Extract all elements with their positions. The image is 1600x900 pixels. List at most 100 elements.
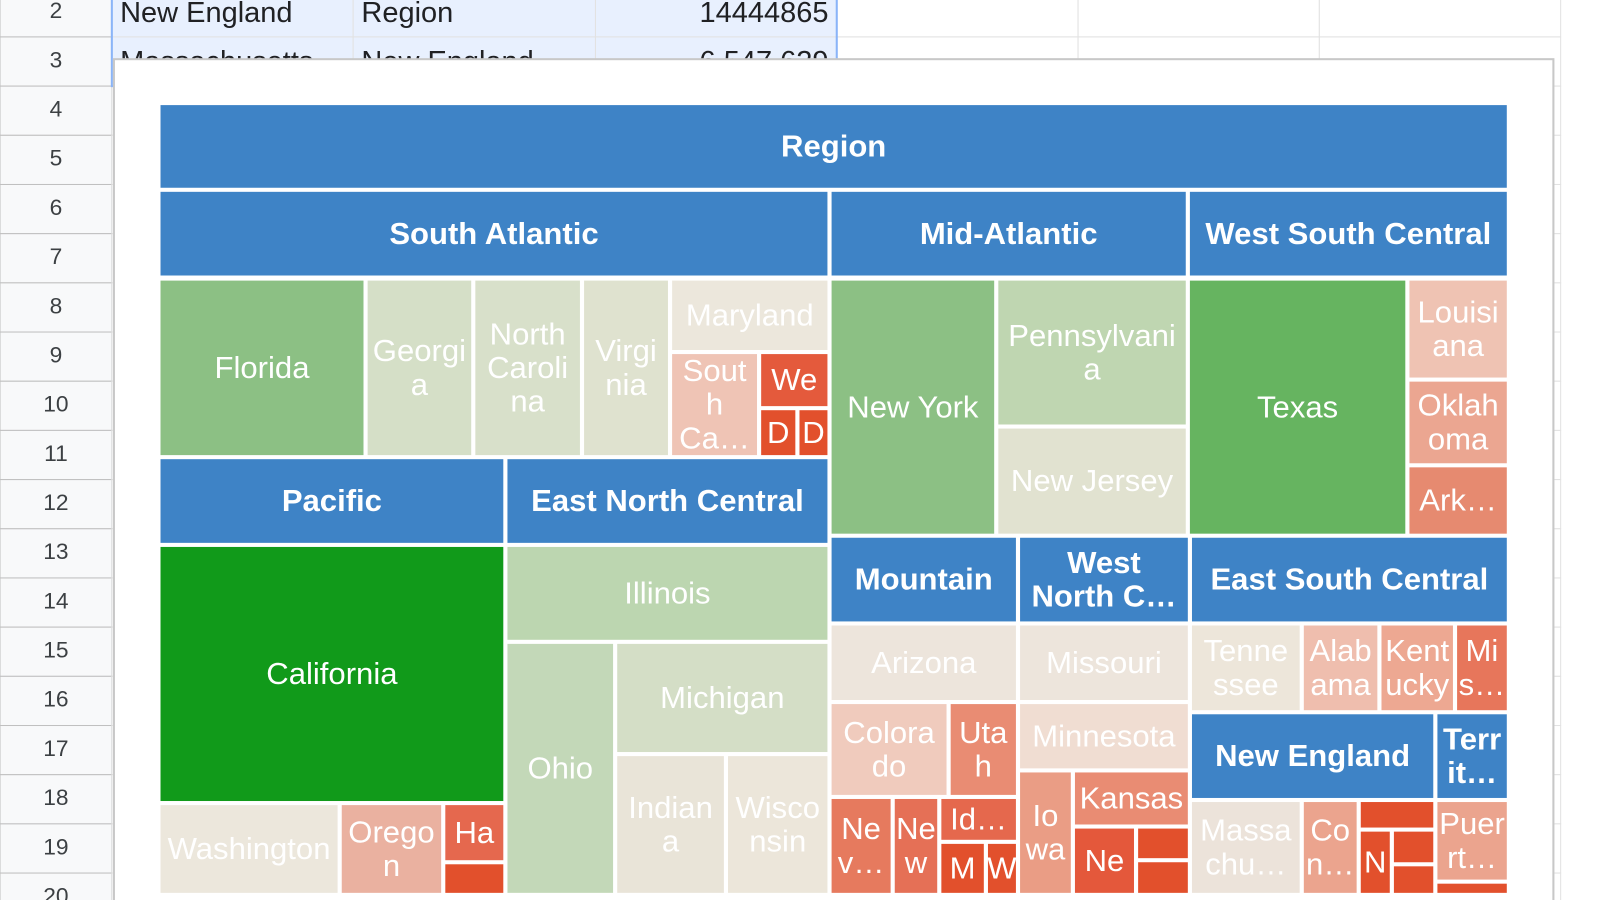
tile <box>617 756 724 893</box>
tile-label: Io <box>1032 798 1058 833</box>
tile <box>1191 802 1300 893</box>
row-header <box>0 429 113 481</box>
tile-label: New Jersey <box>1011 463 1174 498</box>
tile-label: Ne <box>1085 843 1125 878</box>
cell-text: 14444865 <box>700 0 829 29</box>
header-label: it… <box>1447 755 1497 790</box>
header-label: Mountain <box>855 562 993 597</box>
tile-label: Caroli <box>487 350 568 385</box>
tile-label: Kent <box>1385 633 1449 668</box>
tile-label: ana <box>1432 328 1485 363</box>
row-number: 8 <box>50 293 63 318</box>
tile-label: na <box>510 384 545 419</box>
tile <box>507 546 828 640</box>
tile-label: Colora <box>843 715 935 750</box>
header-label: West South Central <box>1205 216 1491 251</box>
tile <box>941 843 984 893</box>
row-header <box>0 134 113 186</box>
tile-label: North <box>490 317 566 352</box>
group-header <box>1191 714 1434 798</box>
tile-label: a <box>411 367 429 402</box>
row-number: 17 <box>43 736 68 761</box>
tile-label: Minnesota <box>1032 719 1176 754</box>
tile-label: Missouri <box>1046 645 1162 680</box>
tile <box>831 625 1016 700</box>
tile <box>1189 280 1406 534</box>
tile <box>1393 831 1434 863</box>
header-label: Region <box>781 129 886 164</box>
row-header <box>0 626 113 677</box>
tile-label: Florida <box>215 350 311 385</box>
tile-label: New York <box>847 389 979 424</box>
tile-label: Co <box>1310 813 1350 848</box>
tile <box>160 805 338 893</box>
group-header <box>1191 537 1507 622</box>
tile-label: do <box>872 749 907 784</box>
tile <box>799 410 828 456</box>
cell <box>1318 0 1562 38</box>
tile-label: Ne <box>841 811 881 846</box>
tile <box>341 805 442 893</box>
tile-label: rt… <box>1447 840 1497 875</box>
row-header <box>0 36 113 87</box>
row-header <box>0 774 113 825</box>
tile <box>950 704 1016 795</box>
tile <box>1381 625 1453 711</box>
row-number: 13 <box>43 539 68 564</box>
tile <box>1360 802 1434 828</box>
tile-label: s… <box>1459 667 1506 702</box>
row-number: 15 <box>43 638 68 663</box>
row-header <box>0 331 113 382</box>
row-header <box>0 872 113 900</box>
tile-label: h <box>975 749 992 784</box>
tile <box>584 280 668 456</box>
row-number: 14 <box>43 589 68 614</box>
tile <box>1437 883 1507 893</box>
header-label: West <box>1067 545 1141 580</box>
tile <box>1360 831 1390 893</box>
row-header <box>0 675 113 727</box>
tile-label: Maryland <box>686 298 814 333</box>
tile-label: Mi <box>1466 633 1499 668</box>
row-header <box>0 282 113 333</box>
header-label: East South Central <box>1210 562 1488 597</box>
tile-label: h <box>706 387 723 422</box>
tile-label: Pennsylvani <box>1008 318 1175 353</box>
tile-label: wa <box>1025 832 1067 867</box>
tile <box>1191 625 1300 711</box>
tile <box>1138 862 1188 893</box>
tile-label: Ha <box>454 815 495 850</box>
row-header <box>0 0 113 38</box>
group-header <box>831 191 1186 276</box>
tile <box>475 280 580 456</box>
tile-label: Louisi <box>1418 295 1499 330</box>
row-number: 12 <box>43 490 68 515</box>
row-header <box>0 183 113 235</box>
tile-label: n… <box>1306 847 1354 882</box>
cell <box>1077 0 1320 38</box>
tile <box>672 280 828 350</box>
tile-label: Id… <box>950 802 1007 837</box>
tile-label: D <box>767 415 789 450</box>
tile-label: Washington <box>168 831 331 866</box>
header-label: Terr <box>1443 722 1501 757</box>
tile <box>728 756 828 893</box>
tile-label: California <box>266 656 398 691</box>
tile <box>1303 625 1378 711</box>
tile <box>445 805 504 861</box>
tile-label: nsin <box>749 824 806 859</box>
tile-label: W <box>987 851 1016 886</box>
group-header <box>160 459 504 543</box>
tile-label: Ohio <box>527 751 593 786</box>
tile <box>1303 802 1357 893</box>
tile-label: M <box>950 851 976 886</box>
tile-label: Illinois <box>624 576 710 611</box>
tile-label: Kansas <box>1080 781 1184 816</box>
group-header <box>160 105 1507 188</box>
tile <box>761 410 796 456</box>
row-header <box>0 85 113 136</box>
tile <box>160 280 364 456</box>
tile <box>987 843 1016 893</box>
tile <box>1393 866 1434 893</box>
